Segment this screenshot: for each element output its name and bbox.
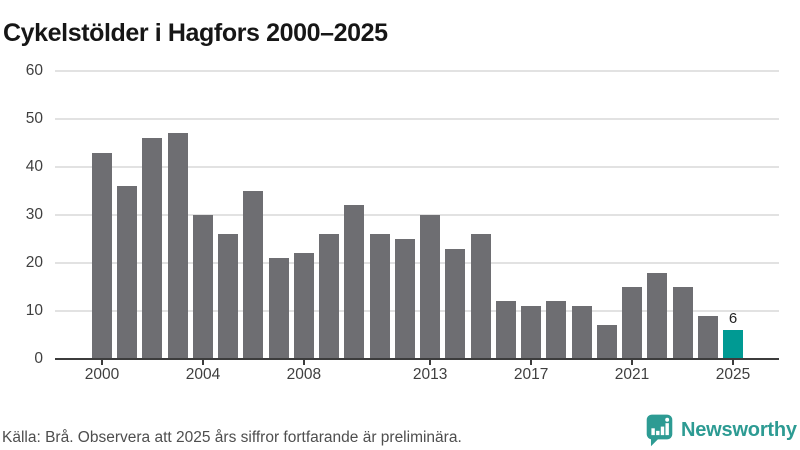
bar-2002 [142, 138, 163, 359]
bar-2003 [167, 133, 188, 359]
y-tick-label-50: 50 [25, 110, 43, 127]
bar-2022 [647, 272, 668, 359]
x-axis-line [55, 358, 779, 360]
gridline-50 [55, 118, 779, 120]
bar-2010 [344, 205, 365, 359]
x-tick-2017 [530, 360, 533, 365]
y-tick-label-0: 0 [34, 350, 43, 367]
y-axis-labels: 0 10 20 30 40 50 60 [0, 62, 45, 367]
x-tick-label-2008: 2008 [286, 366, 322, 383]
bar-2005 [218, 234, 239, 359]
bar-2021 [622, 287, 643, 359]
gridline-10 [55, 310, 779, 312]
gridline-30 [55, 214, 779, 216]
x-tick-label-2013: 2013 [412, 366, 448, 383]
x-tick-2004 [201, 360, 204, 365]
bar-2000 [92, 152, 112, 359]
x-tick-2013 [429, 360, 432, 365]
bar-2015 [470, 234, 491, 359]
y-tick-label-30: 30 [25, 206, 43, 223]
chart-title: Cykelstölder i Hagfors 2000–2025 [3, 18, 388, 47]
x-tick-label-2025: 2025 [715, 366, 751, 383]
x-tick-label-2021: 2021 [614, 366, 650, 383]
plot-area: 6 [55, 70, 779, 360]
bar-2024 [697, 315, 718, 359]
bar-2018 [546, 301, 567, 359]
bar-2013 [420, 215, 441, 359]
bar-2016 [495, 301, 516, 359]
bar-2012 [394, 239, 415, 359]
bar-2020 [596, 325, 617, 359]
bar-2023 [672, 287, 693, 359]
gridline-60 [55, 70, 779, 72]
y-tick-label-20: 20 [25, 254, 43, 271]
x-tick-label-2004: 2004 [185, 366, 221, 383]
bar-2014 [445, 248, 466, 359]
newsworthy-logo-text: Newsworthy [681, 418, 797, 441]
gridline-40 [55, 166, 779, 168]
bar-2001 [117, 186, 138, 359]
gridline-20 [55, 262, 779, 264]
bar-2004 [192, 215, 213, 359]
newsworthy-logo[interactable]: Newsworthy [645, 413, 797, 447]
bar-2009 [319, 234, 340, 359]
highlight-value-label: 6 [728, 310, 738, 328]
bar-2019 [571, 306, 592, 359]
x-tick-2008 [302, 360, 305, 365]
x-tick-2000 [101, 360, 103, 365]
bar-2017 [521, 306, 542, 359]
y-tick-label-10: 10 [25, 302, 43, 319]
source-note: Källa: Brå. Observera att 2025 års siffr… [2, 429, 462, 446]
bar-2011 [369, 234, 390, 359]
bar-2007 [268, 258, 289, 359]
newsworthy-speech-bubble-chart-icon [646, 414, 673, 447]
y-tick-label-40: 40 [25, 158, 43, 175]
bar-2025 [723, 330, 743, 359]
bar-2008 [293, 253, 314, 359]
x-tick-2025 [732, 360, 734, 365]
x-tick-label-2000: 2000 [84, 366, 120, 383]
x-tick-label-2017: 2017 [513, 366, 549, 383]
x-tick-2021 [631, 360, 634, 365]
bar-2006 [243, 191, 264, 359]
y-tick-label-60: 60 [25, 62, 43, 79]
